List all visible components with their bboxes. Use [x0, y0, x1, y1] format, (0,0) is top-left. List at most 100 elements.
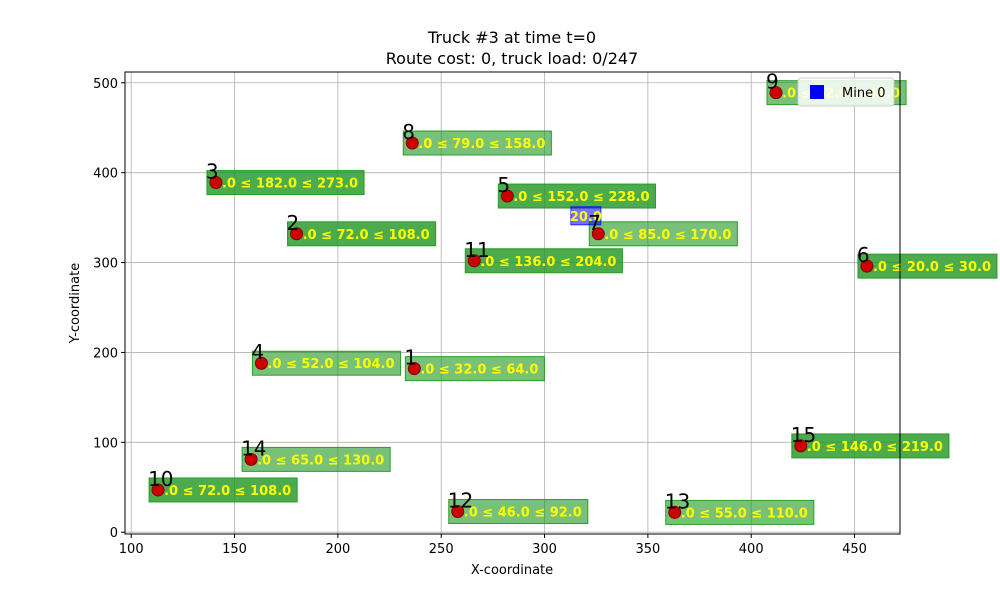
y-tick-label: 100	[93, 436, 118, 451]
node-point-8	[405, 136, 419, 150]
x-tick-label: 100	[119, 542, 144, 557]
node-label-text: 0.0 ≤ 46.0 ≤ 92.0	[455, 506, 582, 521]
x-tick-label: 200	[325, 542, 350, 557]
node-id-9: 9	[766, 70, 779, 94]
node-labels: 0.0 ≤ 32.0 ≤ 64.0 0.0 ≤ 72.0 ≤ 108.0 0.0 ≤…	[148, 80, 998, 525]
chart-title: Truck #3 at time t=0	[427, 28, 596, 47]
node-id-3: 3	[206, 160, 219, 184]
node-label-box	[464, 248, 623, 274]
legend-entry-text: Mine 0	[842, 86, 885, 101]
node-label-11: 0.0 ≤ 136.0 ≤ 204.0	[464, 248, 623, 274]
x-tick-label: 450	[842, 542, 867, 557]
node-label-box	[404, 356, 545, 382]
node-label-text: 0.0 ≤ 65.0 ≤ 130.0	[248, 453, 384, 468]
node-label-box	[791, 433, 950, 459]
y-axis-label: Y-coordinate	[68, 263, 83, 344]
node-id-12: 12	[448, 489, 473, 513]
x-tick-label: 150	[222, 542, 247, 557]
node-label-6: 0.0 ≤ 20.0 ≤ 30.0	[857, 253, 998, 279]
node-point-1	[407, 362, 421, 376]
node-id-13: 13	[665, 489, 690, 513]
node-point-3	[209, 176, 223, 190]
node-point-4	[254, 356, 268, 370]
node-point-14	[244, 452, 258, 466]
y-tick-label: 500	[93, 77, 118, 92]
node-label-text: 0.0 ≤ 72.0 ≤ 108.0	[155, 484, 291, 499]
node-id-11: 11	[464, 238, 489, 262]
y-tick-label: 400	[93, 167, 118, 182]
node-label-text: 0.0 ≤ 152.0 ≤ 228.0	[504, 190, 649, 205]
node-label-3: 0.0 ≤ 182.0 ≤ 273.0	[206, 170, 365, 196]
mine-square	[570, 206, 602, 226]
node-label-14: 0.0 ≤ 65.0 ≤ 130.0	[241, 446, 391, 472]
node-label-13: 0.0 ≤ 55.0 ≤ 110.0	[665, 499, 815, 525]
node-point-5	[500, 189, 514, 203]
node-label-box	[251, 350, 402, 376]
mine-label: 20.0	[570, 210, 602, 225]
y-tick-label: 300	[93, 257, 118, 272]
node-label-text: 0.0 ≤ 85.0 ≤ 170.0	[595, 228, 731, 243]
node-label-box	[497, 183, 657, 209]
node-point-13	[668, 505, 682, 519]
node-label-5: 0.0 ≤ 152.0 ≤ 228.0	[497, 183, 657, 209]
node-label-text: 0.0 ≤ 72.0 ≤ 108.0	[294, 228, 430, 243]
node-label-text: 0.0 ≤ 79.0 ≤ 158.0	[409, 137, 545, 152]
node-label-7: 0.0 ≤ 85.0 ≤ 170.0	[588, 221, 738, 247]
node-label-1: 0.0 ≤ 32.0 ≤ 64.0	[404, 356, 545, 382]
x-tick-label: 400	[739, 542, 764, 557]
node-label-12: 0.0 ≤ 46.0 ≤ 92.0	[448, 499, 589, 525]
node-id-15: 15	[791, 423, 816, 447]
node-label-text: 0.0 ≤ 52.0 ≤ 104.0	[258, 357, 394, 372]
node-point-11	[467, 254, 481, 268]
node-id-10: 10	[148, 467, 173, 491]
y-tick-label: 0	[110, 526, 118, 541]
node-label-box	[857, 253, 998, 279]
node-label-box	[241, 446, 391, 472]
node-label-text: 0.0 ≤ 146.0 ≤ 219.0	[798, 440, 943, 455]
x-tick-label: 250	[429, 542, 454, 557]
x-axis-label: X-coordinate	[471, 563, 553, 578]
y-tick-label: 200	[93, 346, 118, 361]
node-point-12	[451, 505, 465, 519]
node-label-2: 0.0 ≤ 72.0 ≤ 108.0	[287, 221, 437, 247]
legend: Mine 0	[797, 77, 895, 107]
node-label-text: 0.0 ≤ 136.0 ≤ 204.0	[471, 255, 616, 270]
node-label-box	[148, 477, 298, 503]
node-label-8: 0.0 ≤ 79.0 ≤ 158.0	[402, 130, 552, 156]
node-point-15	[794, 439, 808, 453]
node-label-box	[206, 170, 365, 196]
node-label-box	[287, 221, 437, 247]
node-id-7: 7	[588, 211, 601, 235]
node-id-1: 1	[404, 346, 417, 370]
node-id-8: 8	[402, 120, 415, 144]
chart-subtitle: Route cost: 0, truck load: 0/247	[386, 49, 638, 68]
node-label-box	[402, 130, 552, 156]
node-point-6	[860, 259, 874, 273]
node-label-4: 0.0 ≤ 52.0 ≤ 104.0	[251, 350, 402, 376]
node-point-7	[591, 227, 605, 241]
node-point-2	[290, 227, 304, 241]
node-label-10: 0.0 ≤ 72.0 ≤ 108.0	[148, 477, 298, 503]
node-label-box	[448, 499, 589, 525]
legend-marker	[810, 85, 824, 99]
node-id-2: 2	[287, 211, 300, 235]
node-label-box	[588, 221, 738, 247]
node-label-text: 0.0 ≤ 182.0 ≤ 273.0	[213, 177, 358, 192]
node-label-15: 0.0 ≤ 146.0 ≤ 219.0	[791, 433, 950, 459]
node-id-4: 4	[251, 340, 264, 364]
node-label-text: 0.0 ≤ 55.0 ≤ 110.0	[672, 506, 808, 521]
x-tick-label: 300	[532, 542, 557, 557]
node-id-6: 6	[857, 243, 870, 267]
plot-frame	[124, 71, 901, 535]
node-id-5: 5	[497, 173, 510, 197]
node-point-10	[151, 483, 165, 497]
node-label-text: 0.0 ≤ 32.0 ≤ 64.0	[411, 363, 538, 378]
node-point-9	[769, 86, 783, 100]
x-tick-label: 350	[635, 542, 660, 557]
mine-marker: 20.0	[570, 206, 602, 226]
node-label-text: 0.0 ≤ 20.0 ≤ 30.0	[864, 260, 991, 275]
